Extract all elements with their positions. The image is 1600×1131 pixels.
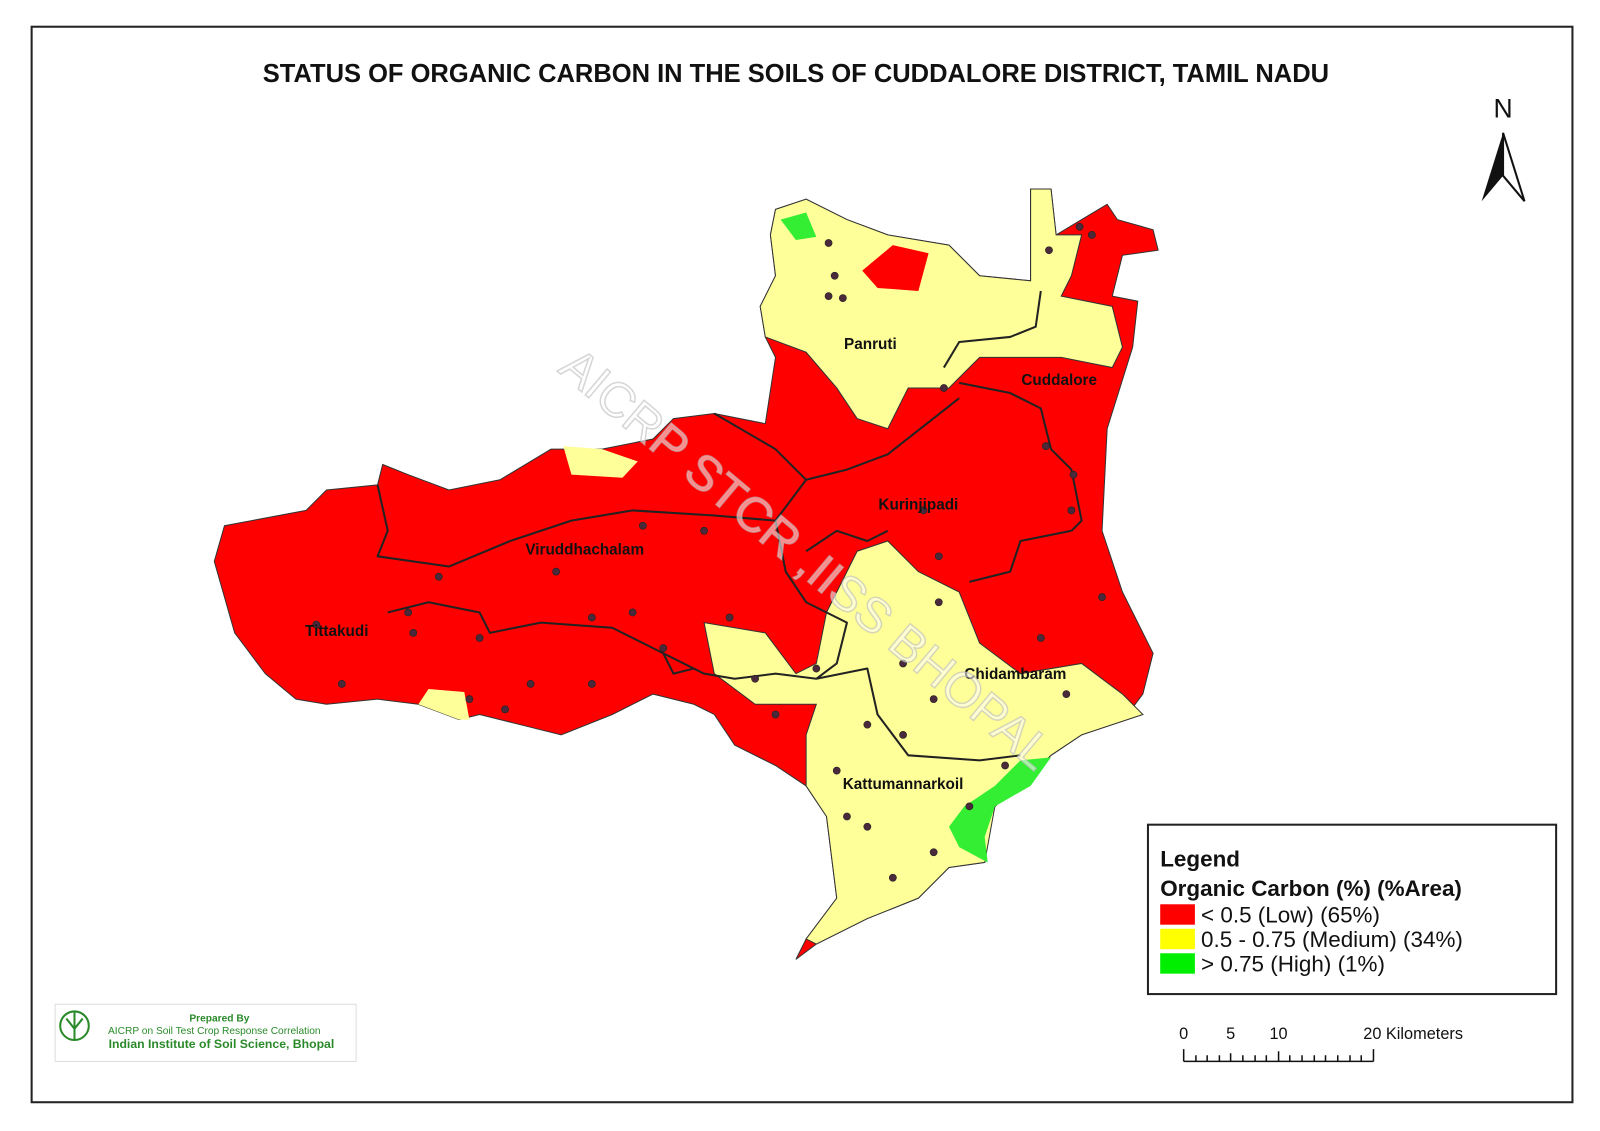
legend-swatch [1160,953,1195,974]
legend-item: 0.5 - 0.75 (Medium) (34%) [1201,927,1463,952]
map-title: STATUS OF ORGANIC CARBON IN THE SOILS OF… [263,60,1329,88]
north-label: N [1493,94,1512,124]
block-label: Cuddalore [1021,372,1097,389]
legend-item: > 0.75 (High) (1%) [1201,952,1385,977]
medium-carbon-area [759,188,1123,430]
block-label: Chidambaram [964,666,1066,683]
scale-label: 5 [1226,1025,1235,1043]
block-label: Kattumannarkoil [843,776,964,793]
scale-bar: 0 5 10 20 Kilometers [1179,1025,1463,1063]
legend-title: Legend [1160,847,1240,872]
high-carbon-area [780,212,817,240]
legend: Legend Organic Carbon (%) (%Area) < 0.5 … [1146,823,1558,996]
credit-box [54,1003,357,1062]
block-label: Panruti [844,336,897,353]
credit-text: AICRP on Soil Test Crop Response Correla… [108,1026,321,1037]
legend-subtitle: Organic Carbon (%) (%Area) [1160,876,1462,901]
scale-label: 10 [1269,1025,1287,1043]
scale-label: 0 [1179,1025,1188,1043]
legend-item: < 0.5 (Low) (65%) [1201,903,1380,928]
sample-points [312,222,1106,882]
block-label: Kurinjipadi [878,496,958,513]
block-label: Tittakudi [305,623,368,640]
medium-carbon-patch [418,688,470,720]
scale-label: 20 Kilometers [1363,1025,1463,1043]
block-boundaries [376,290,1083,762]
medium-carbon-patch [563,446,638,478]
low-carbon-patch [862,245,929,292]
legend-swatch [1160,928,1195,950]
credit-text: Prepared By [189,1014,249,1025]
legend-box [1146,823,1558,996]
district-map: Panruti Cuddalore Kurinjipadi Viruddhach… [213,188,1159,960]
block-label: Viruddhachalam [525,541,644,558]
legend-swatch [1160,904,1195,925]
north-arrow: N [1481,94,1526,202]
credit: Prepared By AICRP on Soil Test Crop Resp… [54,1003,357,1062]
high-carbon-area [948,757,1052,863]
credit-text: Indian Institute of Soil Science, Bhopal [109,1037,335,1051]
